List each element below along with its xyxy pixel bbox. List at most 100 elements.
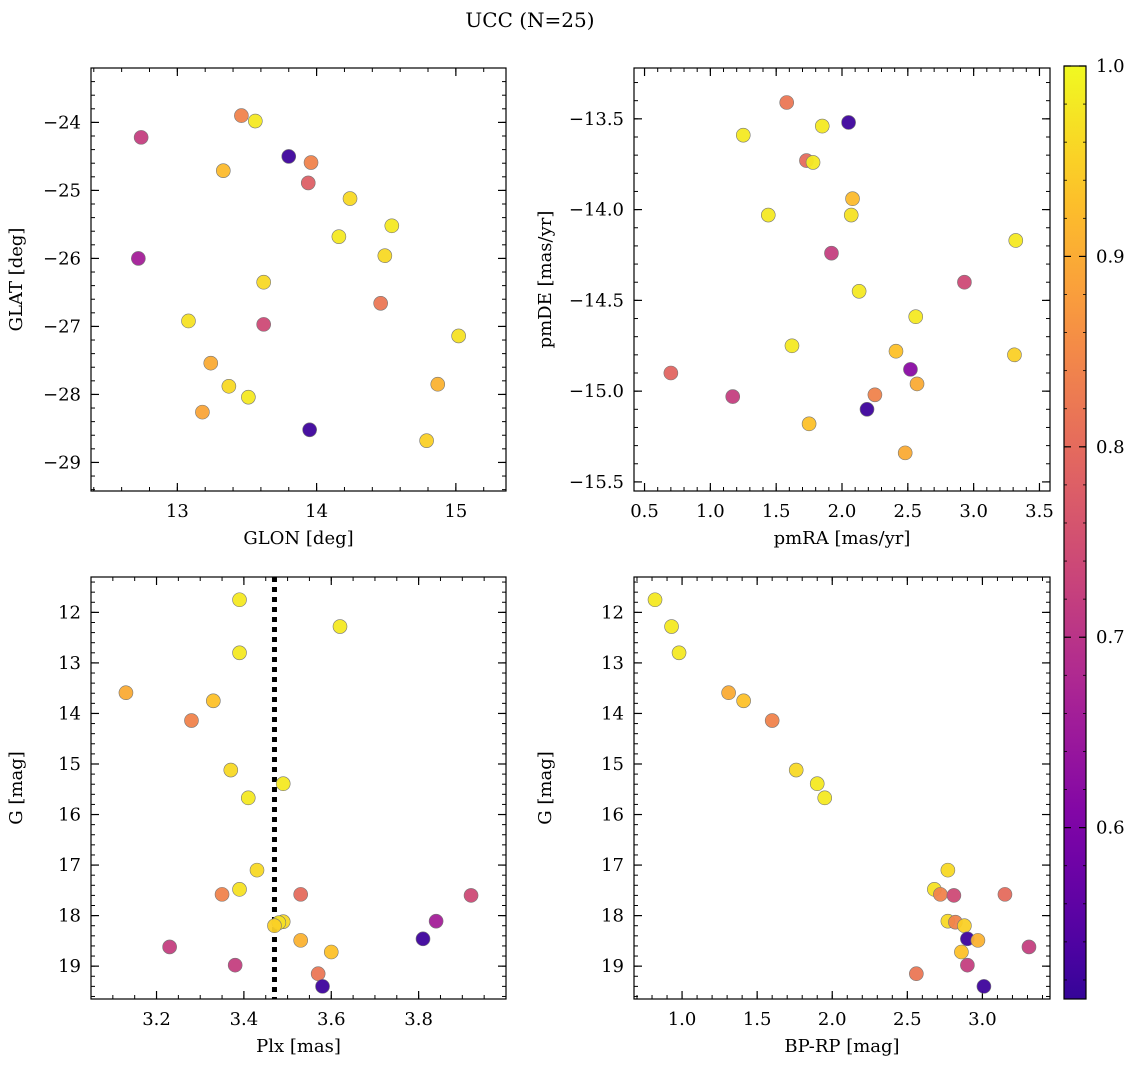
scatter-point — [256, 317, 271, 332]
y-tick-label: −15.5 — [569, 472, 624, 493]
y-tick-label: −28 — [43, 384, 81, 405]
scatter-point — [275, 776, 291, 792]
scatter-point — [214, 887, 230, 902]
y-tick-label: 16 — [601, 805, 624, 826]
scatter-point — [843, 207, 859, 223]
x-axis-label: pmRA [mas/yr] — [774, 528, 911, 549]
y-axis-label: G [mag] — [535, 751, 556, 824]
y-tick-label: 15 — [601, 754, 624, 775]
x-tick-label: 1.5 — [762, 501, 791, 522]
scatter-point — [342, 191, 358, 206]
scatter-point — [970, 933, 986, 948]
scatter-point — [817, 790, 833, 806]
data-layer — [118, 577, 479, 999]
scatter-point — [897, 445, 913, 461]
axes-frame — [90, 67, 507, 492]
scatter-point — [809, 776, 825, 792]
scatter-point — [725, 389, 741, 404]
x-tick-label: 0.5 — [630, 501, 659, 522]
y-tick-label: 19 — [58, 956, 81, 977]
scatter-point — [241, 389, 256, 405]
scatter-point — [960, 957, 975, 973]
y-tick-label: 13 — [58, 653, 81, 674]
x-axis-label: Plx [mas] — [256, 1036, 341, 1057]
y-tick-label: 17 — [601, 855, 624, 876]
y-axis-label: pmDE [mas/yr] — [535, 211, 556, 349]
scatter-point — [841, 115, 856, 130]
scatter-point — [232, 592, 247, 608]
y-axis-label: GLAT [deg] — [6, 228, 27, 332]
scatter-point — [232, 645, 247, 661]
scatter-point — [957, 274, 972, 290]
scatter-point — [300, 175, 316, 191]
scatter-point — [293, 933, 308, 948]
scatter-point — [203, 355, 219, 371]
scatter-point — [451, 328, 466, 344]
scatter-point — [267, 918, 282, 934]
scatter-point — [249, 862, 265, 878]
scatter-point — [801, 416, 817, 432]
y-tick-label: −24 — [43, 112, 81, 133]
y-tick-label: 13 — [601, 653, 624, 674]
scatter-point — [373, 296, 388, 311]
axes-frame — [90, 576, 507, 1000]
scatter-point — [215, 163, 231, 178]
y-tick-label: 18 — [58, 906, 81, 927]
scatter-point — [419, 433, 434, 448]
colorbar-tick-label: 1.0 — [1096, 56, 1125, 77]
x-tick-label: 3.5 — [1025, 501, 1054, 522]
scatter-point — [223, 762, 239, 778]
scatter-point — [184, 713, 199, 728]
x-tick-label: 2.0 — [818, 1009, 847, 1030]
x-tick-label: 2.0 — [828, 501, 857, 522]
y-tick-label: −27 — [43, 316, 81, 337]
x-tick-label: 3.8 — [404, 1009, 433, 1030]
scatter-panel-3: 3.2 3.4 3.6 3.8 12 13 14 15 16 17 18 19 Plx [mas] G [… — [6, 576, 507, 1057]
x-tick-label: 14 — [305, 501, 328, 522]
scatter-point — [814, 118, 830, 134]
scatter-point — [909, 376, 925, 392]
scatter-point — [256, 274, 271, 290]
scatter-point — [463, 888, 479, 903]
colorbar: 0.6 0.7 0.8 0.9 1.0 — [1063, 56, 1125, 1000]
scatter-point — [647, 592, 663, 608]
y-tick-label: 14 — [58, 703, 81, 724]
y-tick-label: 16 — [58, 805, 81, 826]
scatter-point — [430, 376, 446, 392]
scatter-point — [281, 149, 297, 164]
scatter-point — [323, 944, 339, 960]
scatter-point — [997, 887, 1013, 902]
scatter-point — [946, 888, 962, 903]
scatter-point — [664, 619, 679, 634]
scatter-point — [303, 155, 319, 170]
scatter-point — [760, 207, 776, 223]
y-axis-label: G [mag] — [6, 751, 27, 824]
x-axis-label: GLON [deg] — [243, 528, 353, 549]
axes-frame — [633, 67, 1051, 492]
scatter-point — [940, 862, 956, 878]
scatter-point — [227, 957, 243, 973]
scatter-point — [332, 619, 348, 634]
scatter-point — [1007, 347, 1022, 363]
x-tick-label: 3.0 — [968, 1009, 997, 1030]
scatter-point — [384, 218, 400, 234]
scatter-point — [221, 378, 237, 394]
scatter-point — [957, 918, 972, 934]
scatter-point — [909, 966, 924, 982]
scatter-point — [721, 685, 736, 701]
axes-frame — [633, 576, 1051, 1000]
colorbar-tick-label: 0.9 — [1096, 246, 1125, 267]
scatter-point — [133, 130, 149, 145]
scatter-panel-2: 0.5 1.0 1.5 2.0 2.5 3.0 3.5 −13.5 −14.0 −14.5 −15.… — [535, 67, 1054, 549]
scatter-point — [232, 882, 247, 897]
scatter-point — [788, 762, 804, 778]
scatter-point — [377, 248, 393, 263]
scatter-point — [428, 913, 444, 929]
y-tick-label: 12 — [601, 602, 624, 623]
y-tick-label: −13.5 — [569, 109, 624, 130]
colorbar-tick-label: 0.8 — [1096, 437, 1125, 458]
scatter-point — [824, 245, 839, 261]
scatter-point — [415, 931, 431, 947]
scatter-point — [867, 387, 883, 403]
